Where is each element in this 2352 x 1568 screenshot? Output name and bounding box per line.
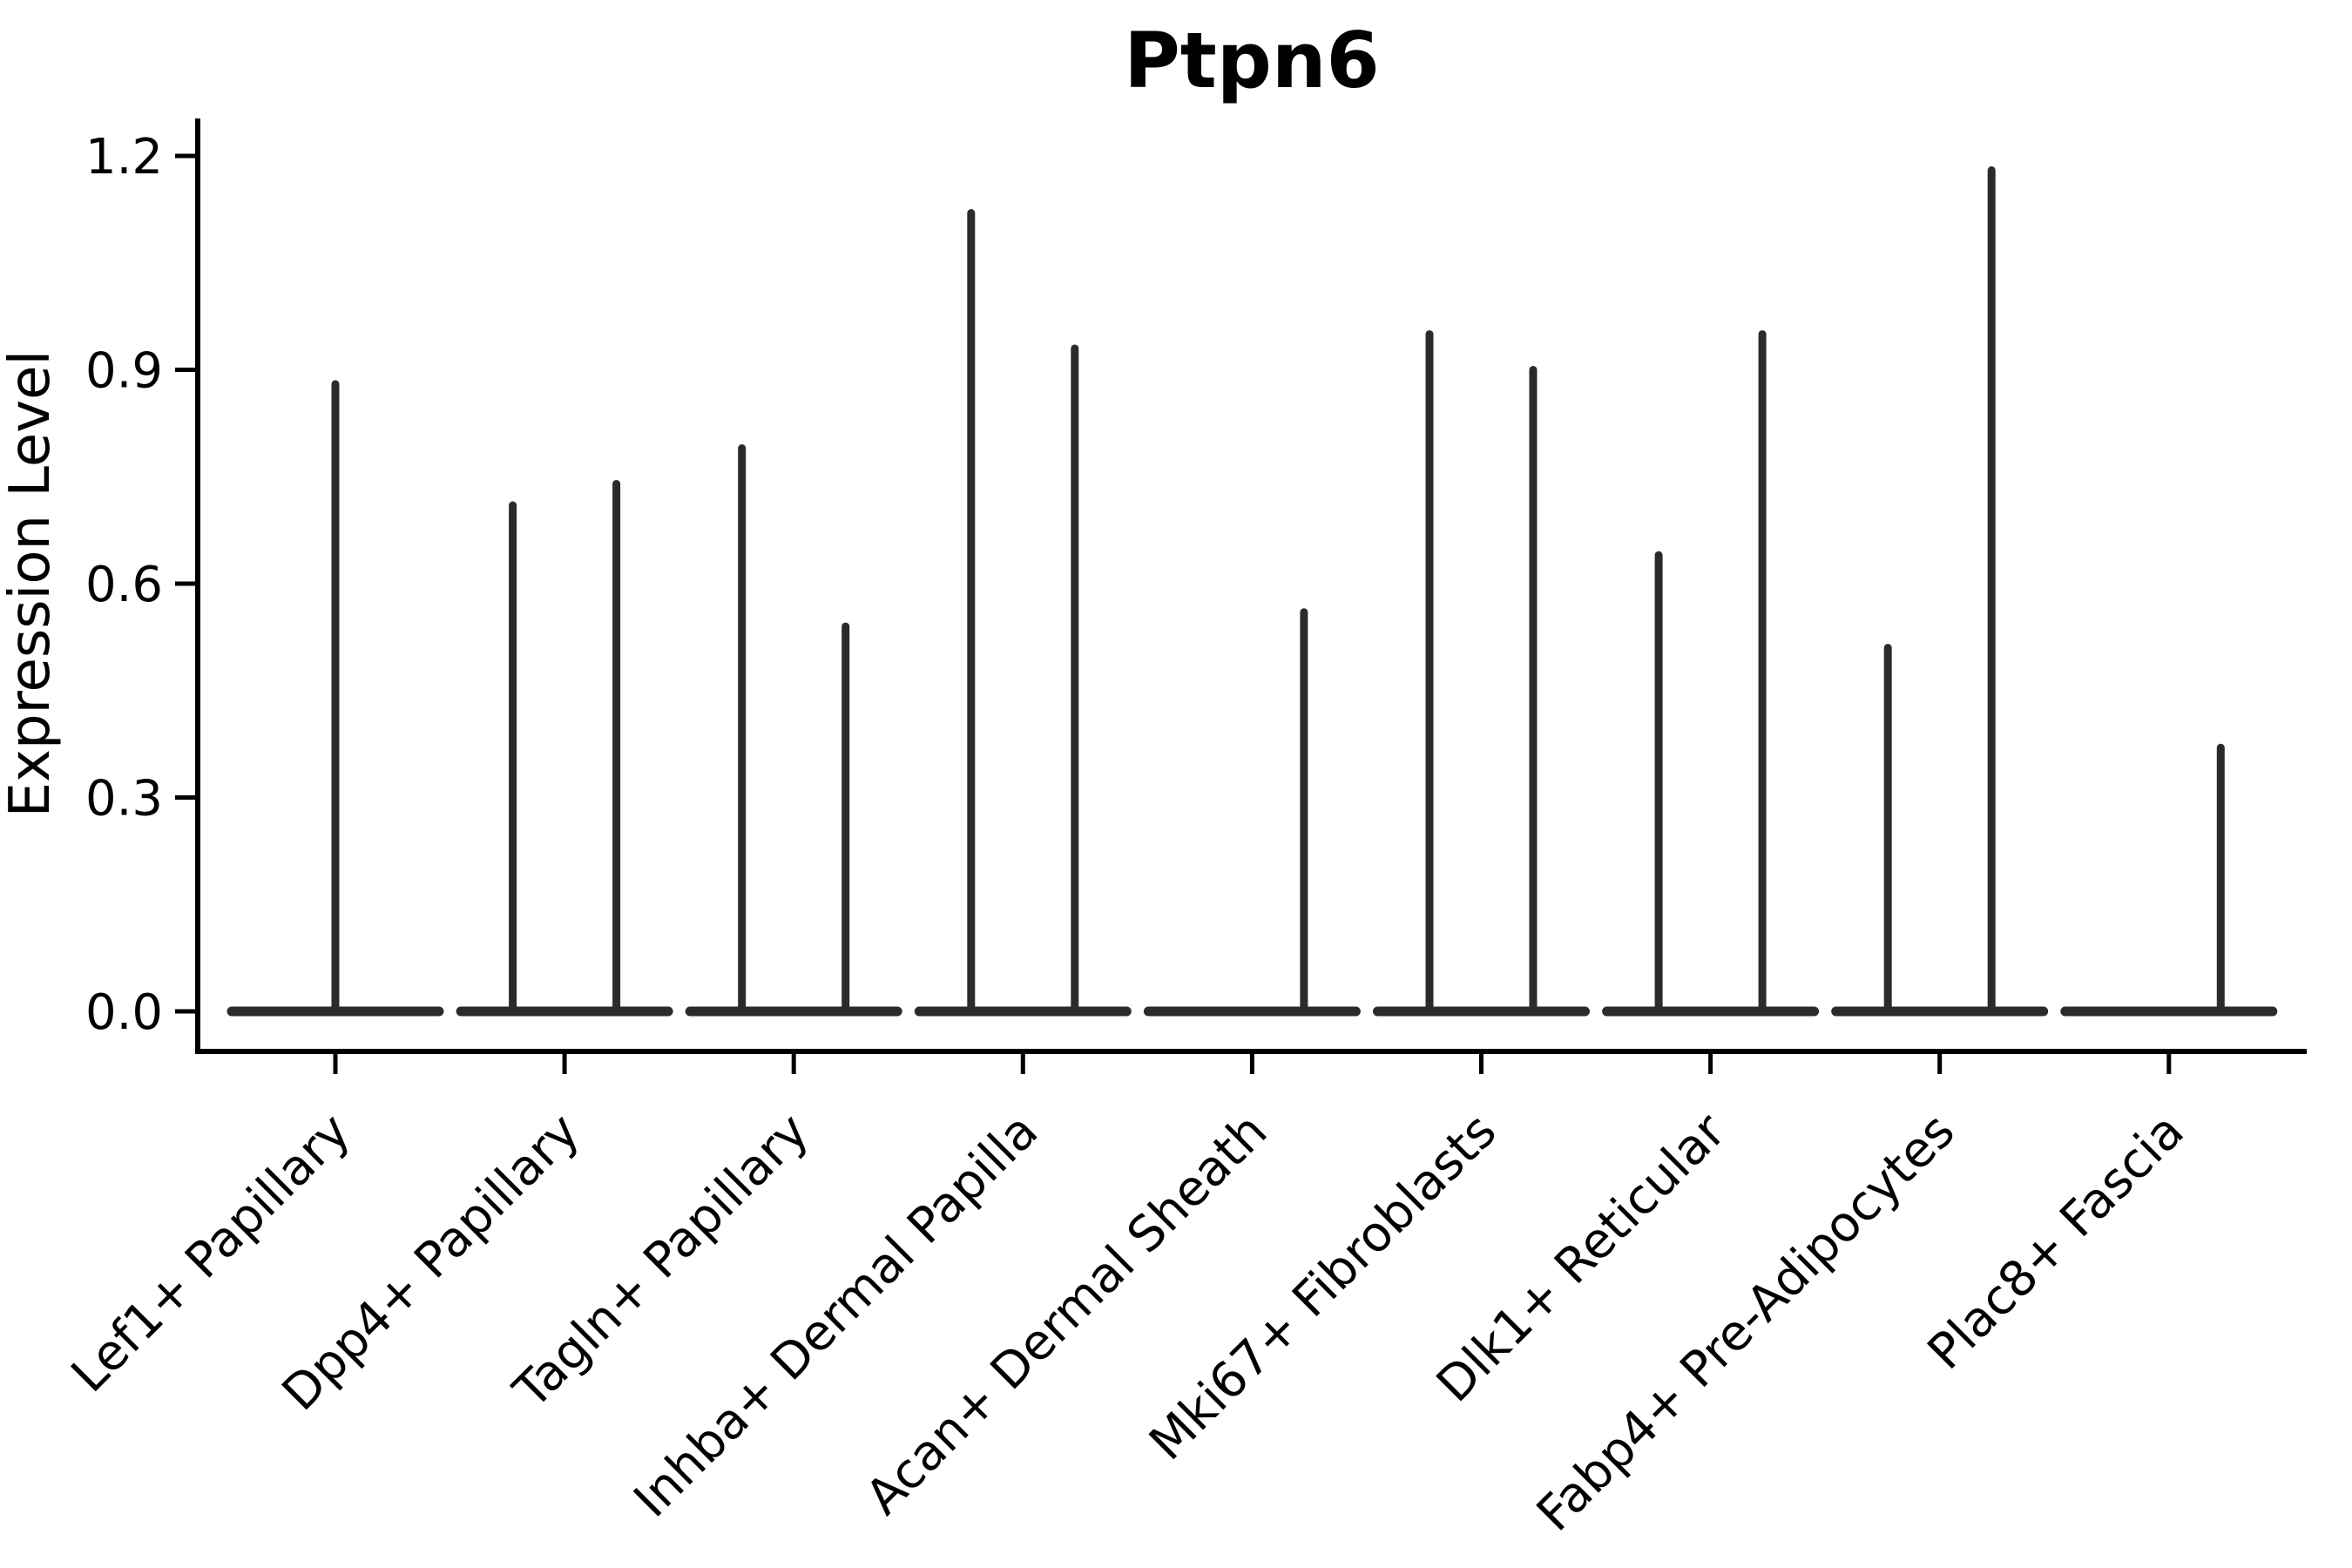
y-tick-label: 0.6 <box>85 557 163 613</box>
y-tick-label: 0.9 <box>85 343 163 400</box>
y-tick-label: 0.3 <box>85 771 163 828</box>
x-tick-label: Acan+ Dermal Sheath <box>855 1103 1279 1526</box>
violins <box>226 166 2278 1017</box>
x-tick-label: Fabp4+ Pre-Adipocytes <box>1526 1103 1966 1543</box>
y-axis-label: Expression Level <box>0 350 63 818</box>
plot-title: Ptpn6 <box>1124 16 1379 105</box>
y-axis-ticks: 0.0 0.3 0.6 0.9 1.2 <box>85 129 198 1041</box>
x-tick-label: Inhba+ Dermal Papilla <box>624 1103 1050 1529</box>
x-axis-ticks <box>333 1051 2172 1074</box>
y-tick-label: 1.2 <box>85 129 163 186</box>
y-tick-label: 0.0 <box>85 984 163 1041</box>
